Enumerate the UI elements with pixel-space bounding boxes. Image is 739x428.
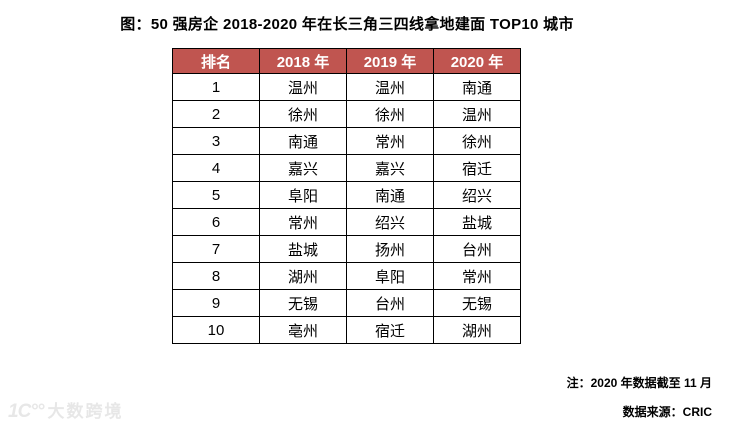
city-cell: 南通: [259, 127, 347, 155]
rank-cell: 6: [172, 208, 260, 236]
city-cell: 常州: [433, 262, 521, 290]
table-row: 5 阜阳 南通 绍兴: [172, 181, 521, 209]
city-cell: 温州: [433, 100, 521, 128]
rank-cell: 1: [172, 73, 260, 101]
city-cell: 宿迁: [346, 316, 434, 344]
city-cell: 宿迁: [433, 154, 521, 182]
city-cell: 阜阳: [346, 262, 434, 290]
city-cell: 无锡: [259, 289, 347, 317]
rank-cell: 5: [172, 181, 260, 209]
table-row: 9 无锡 台州 无锡: [172, 289, 521, 317]
city-cell: 常州: [346, 127, 434, 155]
col-header-2020: 2020 年: [433, 48, 521, 74]
city-cell: 南通: [433, 73, 521, 101]
city-cell: 无锡: [433, 289, 521, 317]
col-header-2018: 2018 年: [259, 48, 347, 74]
table-row: 10 亳州 宿迁 湖州: [172, 316, 521, 344]
city-cell: 徐州: [433, 127, 521, 155]
table-header-row: 排名 2018 年 2019 年 2020 年: [172, 48, 521, 74]
rank-cell: 2: [172, 100, 260, 128]
city-cell: 嘉兴: [346, 154, 434, 182]
rank-cell: 9: [172, 289, 260, 317]
rank-cell: 10: [172, 316, 260, 344]
watermark-text: 大数跨境: [47, 402, 124, 421]
city-cell: 湖州: [259, 262, 347, 290]
city-cell: 绍兴: [346, 208, 434, 236]
rank-cell: 4: [172, 154, 260, 182]
city-cell: 温州: [346, 73, 434, 101]
city-cell: 温州: [259, 73, 347, 101]
city-cell: 亳州: [259, 316, 347, 344]
city-cell: 台州: [433, 235, 521, 263]
city-cell: 盐城: [259, 235, 347, 263]
rank-cell: 7: [172, 235, 260, 263]
city-cell: 徐州: [346, 100, 434, 128]
table-row: 1 温州 温州 南通: [172, 73, 521, 101]
city-cell: 常州: [259, 208, 347, 236]
city-cell: 阜阳: [259, 181, 347, 209]
figure-title: 图：50 强房企 2018-2020 年在长三角三四线拿地建面 TOP10 城市: [120, 16, 574, 33]
table-row: 6 常州 绍兴 盐城: [172, 208, 521, 236]
watermark-logo-icon: 1C°°: [8, 401, 44, 422]
col-header-rank: 排名: [172, 48, 260, 74]
data-cutoff-note: 注：2020 年数据截至 11 月: [566, 376, 712, 390]
table-row: 3 南通 常州 徐州: [172, 127, 521, 155]
rank-table: 排名 2018 年 2019 年 2020 年 1 温州 温州 南通 2 徐州 …: [172, 48, 521, 344]
city-cell: 徐州: [259, 100, 347, 128]
city-cell: 嘉兴: [259, 154, 347, 182]
table-row: 8 湖州 阜阳 常州: [172, 262, 521, 290]
city-cell: 扬州: [346, 235, 434, 263]
city-cell: 绍兴: [433, 181, 521, 209]
table-row: 2 徐州 徐州 温州: [172, 100, 521, 128]
rank-cell: 8: [172, 262, 260, 290]
data-source-note: 数据来源：CRIC: [622, 405, 712, 419]
city-cell: 盐城: [433, 208, 521, 236]
table-row: 7 盐城 扬州 台州: [172, 235, 521, 263]
city-cell: 南通: [346, 181, 434, 209]
col-header-2019: 2019 年: [346, 48, 434, 74]
rank-cell: 3: [172, 127, 260, 155]
table-row: 4 嘉兴 嘉兴 宿迁: [172, 154, 521, 182]
watermark: 1C°° 大数跨境: [8, 397, 123, 423]
city-cell: 湖州: [433, 316, 521, 344]
city-cell: 台州: [346, 289, 434, 317]
